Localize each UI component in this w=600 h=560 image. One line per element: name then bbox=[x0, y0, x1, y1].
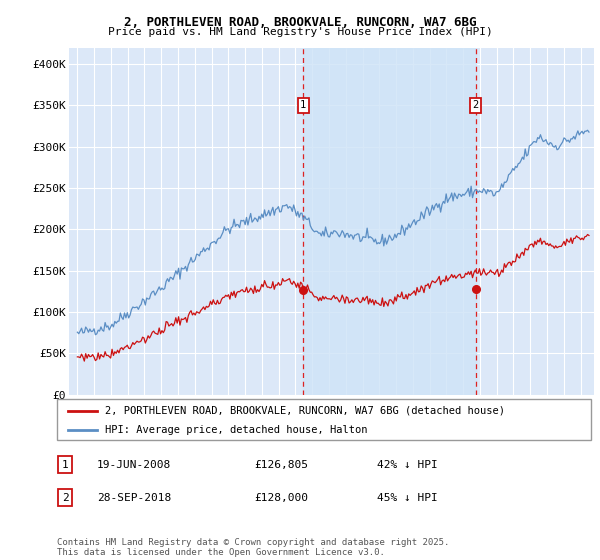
Text: 19-JUN-2008: 19-JUN-2008 bbox=[97, 460, 172, 470]
Bar bbox=[304, 48, 476, 395]
Text: £126,805: £126,805 bbox=[254, 460, 308, 470]
Text: 2, PORTHLEVEN ROAD, BROOKVALE, RUNCORN, WA7 6BG (detached house): 2, PORTHLEVEN ROAD, BROOKVALE, RUNCORN, … bbox=[105, 405, 505, 416]
Text: 2: 2 bbox=[472, 100, 479, 110]
Text: HPI: Average price, detached house, Halton: HPI: Average price, detached house, Halt… bbox=[105, 424, 368, 435]
Text: £128,000: £128,000 bbox=[254, 493, 308, 503]
Text: 2, PORTHLEVEN ROAD, BROOKVALE, RUNCORN, WA7 6BG: 2, PORTHLEVEN ROAD, BROOKVALE, RUNCORN, … bbox=[124, 16, 476, 29]
FancyBboxPatch shape bbox=[57, 399, 591, 440]
Text: 1: 1 bbox=[300, 100, 307, 110]
Text: 42% ↓ HPI: 42% ↓ HPI bbox=[377, 460, 438, 470]
Text: 2: 2 bbox=[62, 493, 68, 503]
Text: 28-SEP-2018: 28-SEP-2018 bbox=[97, 493, 172, 503]
Text: 1: 1 bbox=[62, 460, 68, 470]
Text: Contains HM Land Registry data © Crown copyright and database right 2025.
This d: Contains HM Land Registry data © Crown c… bbox=[57, 538, 449, 557]
Text: 45% ↓ HPI: 45% ↓ HPI bbox=[377, 493, 438, 503]
Text: Price paid vs. HM Land Registry's House Price Index (HPI): Price paid vs. HM Land Registry's House … bbox=[107, 27, 493, 37]
